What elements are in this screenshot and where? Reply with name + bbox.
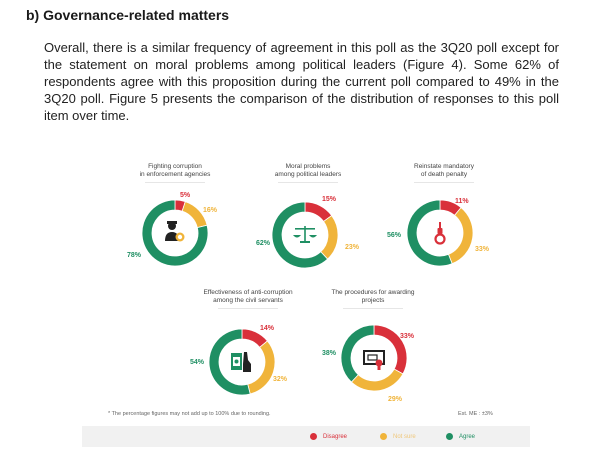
- title-divider: [414, 182, 474, 183]
- disagree-label: 11%: [455, 198, 469, 205]
- section-heading: b) Governance-related matters: [26, 7, 230, 23]
- segment-not-sure: [247, 340, 276, 395]
- legend-swatch: [380, 433, 387, 440]
- agree-label: 78%: [127, 252, 142, 259]
- chart-title: Moral problems among political leaders: [248, 163, 368, 183]
- legend-label: Not sure: [393, 433, 416, 440]
- segment-not-sure: [447, 207, 474, 265]
- money-bribe-hand-icon: [231, 352, 251, 372]
- legend-item-agree: Agree: [446, 433, 475, 440]
- chart-title-line2: among the civil servants: [213, 297, 283, 304]
- disagree-label: 15%: [322, 196, 337, 203]
- agree-label: 56%: [387, 232, 402, 239]
- rounding-footnote: * The percentage figures may not add up …: [108, 411, 271, 417]
- title-divider: [278, 182, 338, 183]
- chart-title-line2: projects: [361, 297, 385, 304]
- chart-title: Reinstate mandatory of death penalty: [384, 163, 504, 183]
- chart-title-line2: among political leaders: [274, 171, 342, 178]
- legend-item-not-sure: Not sure: [380, 433, 416, 440]
- segment-agree: [406, 199, 453, 267]
- donut-chart: [208, 328, 276, 396]
- not-sure-label: 33%: [475, 246, 490, 253]
- chart-title: Fighting corruption in enforcement agenc…: [115, 163, 235, 183]
- title-divider: [343, 308, 403, 309]
- chart-title-line1: Fighting corruption: [148, 163, 202, 170]
- segment-agree: [208, 328, 251, 396]
- agree-label: 54%: [190, 359, 205, 366]
- disagree-label: 5%: [180, 192, 191, 199]
- chart-title-line1: The procedures for awarding: [331, 289, 415, 296]
- not-sure-label: 29%: [388, 396, 403, 403]
- disagree-label: 14%: [260, 325, 275, 332]
- segment-not-sure: [181, 201, 208, 229]
- disagree-label: 33%: [400, 333, 415, 340]
- title-divider: [145, 182, 205, 183]
- police-officer-icon: [165, 221, 185, 242]
- not-sure-label: 16%: [203, 207, 218, 214]
- agree-label: 38%: [322, 350, 337, 357]
- segment-agree: [141, 199, 209, 267]
- legend-swatch: [310, 433, 317, 440]
- donut-chart: [406, 199, 474, 267]
- legend-swatch: [446, 433, 453, 440]
- legend: Disagree Not sure Agree: [82, 426, 530, 447]
- chart-title: Effectiveness of anti-corruption among t…: [183, 289, 313, 309]
- donut-chart: [271, 201, 339, 269]
- chart-title-line1: Reinstate mandatory: [414, 163, 474, 170]
- not-sure-label: 32%: [273, 376, 288, 383]
- segment-agree: [271, 201, 329, 269]
- chart-title: The procedures for awarding projects: [313, 289, 433, 309]
- scales-of-justice-icon: [293, 226, 317, 243]
- noose-icon: [434, 222, 446, 245]
- agree-label: 62%: [256, 240, 271, 247]
- donut-chart: [340, 324, 408, 392]
- legend-label: Disagree: [323, 433, 348, 440]
- legend-item-disagree: Disagree: [310, 433, 347, 440]
- chart-title-line2: in enforcement agencies: [139, 171, 211, 178]
- chart-title-line2: of death penalty: [420, 171, 468, 178]
- chart-title-line1: Moral problems: [285, 163, 331, 170]
- legend-label: Agree: [459, 433, 476, 440]
- segment-not-sure: [350, 368, 404, 392]
- segment-agree: [340, 324, 375, 383]
- certificate-icon: [363, 350, 385, 370]
- margin-of-error: Est. ME : ±3%: [458, 411, 493, 417]
- donut-chart: [141, 199, 209, 267]
- segment-not-sure: [320, 215, 339, 260]
- title-divider: [218, 308, 278, 309]
- body-paragraph: Overall, there is a similar frequency of…: [44, 40, 559, 123]
- not-sure-label: 23%: [345, 244, 360, 251]
- chart-title-line1: Effectiveness of anti-corruption: [203, 289, 293, 296]
